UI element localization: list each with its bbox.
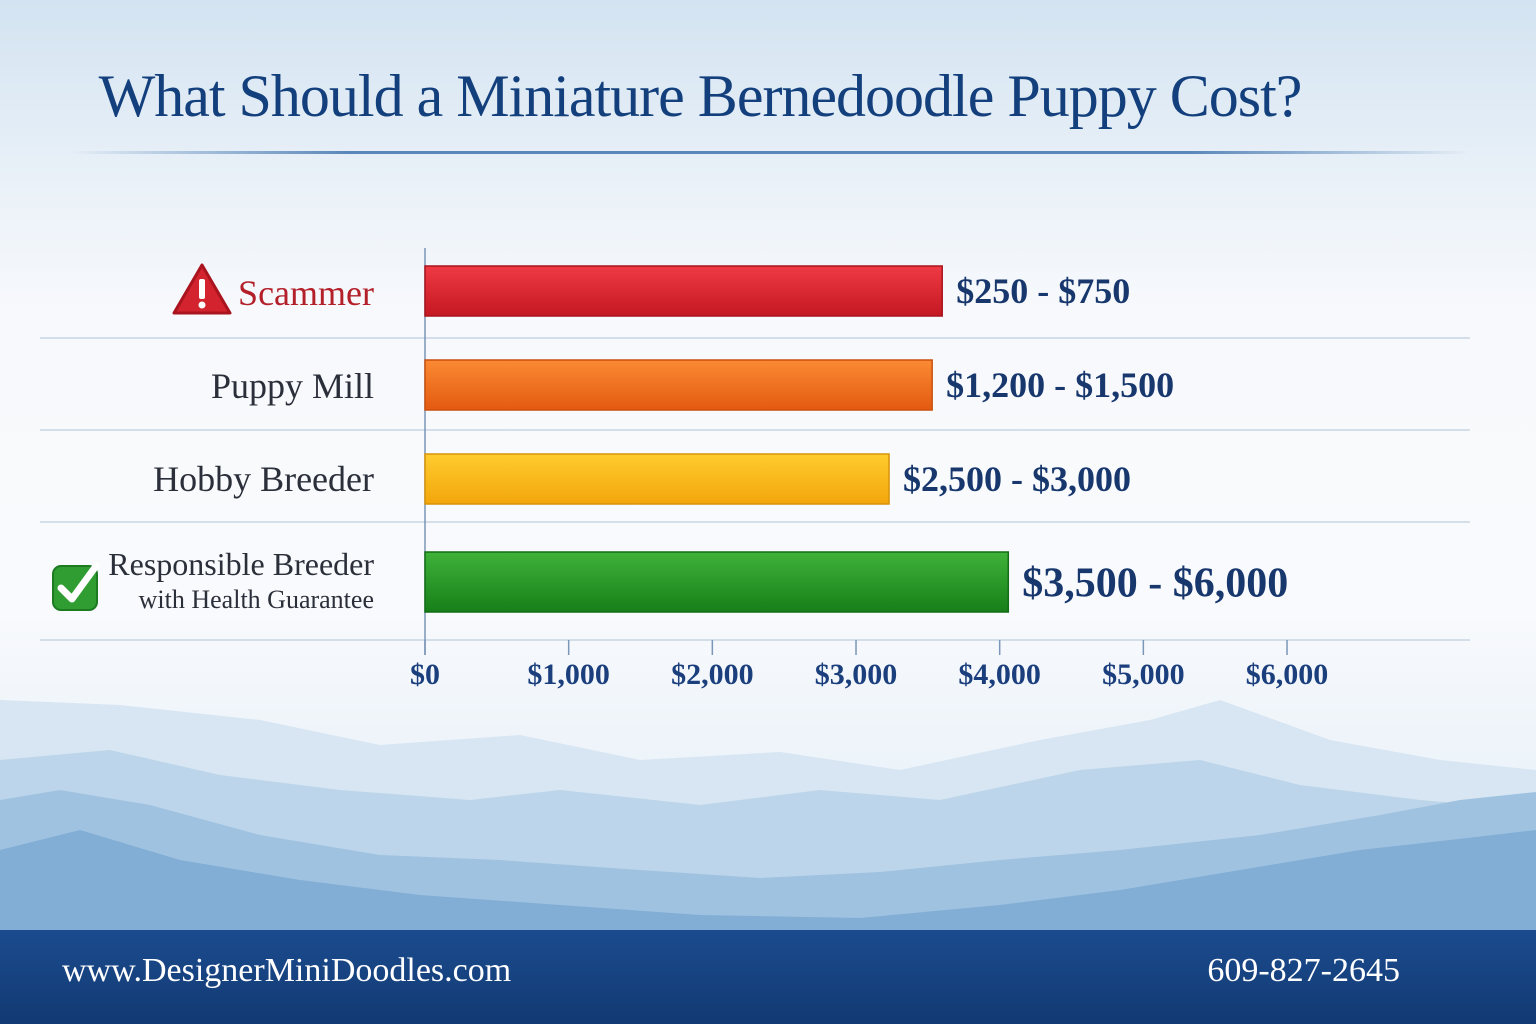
x-tick-label: $6,000: [1246, 658, 1329, 691]
checkmark-icon: [52, 562, 100, 611]
x-tick-label: $2,000: [671, 658, 754, 691]
footer-phone-number[interactable]: 609-827-2645: [1207, 952, 1400, 989]
footer-bar: www.DesignerMiniDoodles.com 609-827-2645: [0, 930, 1536, 1024]
bar-scammer: [424, 265, 943, 317]
x-tick-label: $4,000: [958, 658, 1041, 691]
x-tick-label: $0: [410, 658, 440, 691]
value-label-responsible-breeder: $3,500 - $6,000: [1022, 560, 1288, 606]
x-tick-label: $3,000: [815, 658, 898, 691]
category-label-responsible-breeder-main: Responsible Breeder: [108, 546, 374, 582]
title-divider: [70, 151, 1470, 154]
category-label-puppy-mill: Puppy Mill: [210, 366, 374, 406]
x-tick-label: $5,000: [1102, 658, 1185, 691]
bar-hobby-breeder: [424, 453, 890, 505]
chart-title: What Should a Miniature Bernedoodle Pupp…: [98, 63, 1303, 129]
warning-triangle-icon: [172, 263, 232, 315]
category-label-responsible-breeder-sub: with Health Guarantee: [138, 585, 374, 614]
footer-website-link[interactable]: www.DesignerMiniDoodles.com: [62, 952, 512, 989]
bar-puppy-mill: [424, 359, 933, 411]
category-label-scammer: Scammer: [238, 273, 374, 313]
value-label-puppy-mill: $1,200 - $1,500: [946, 365, 1174, 405]
category-label-hobby-breeder: Hobby Breeder: [153, 459, 374, 499]
x-tick-label: $1,000: [527, 658, 610, 691]
category-label-responsible-breeder: Responsible Breeder with Health Guarante…: [108, 546, 374, 618]
value-label-scammer: $250 - $750: [956, 271, 1130, 311]
bar-responsible-breeder: [424, 551, 1010, 613]
value-label-hobby-breeder: $2,500 - $3,000: [903, 459, 1131, 499]
